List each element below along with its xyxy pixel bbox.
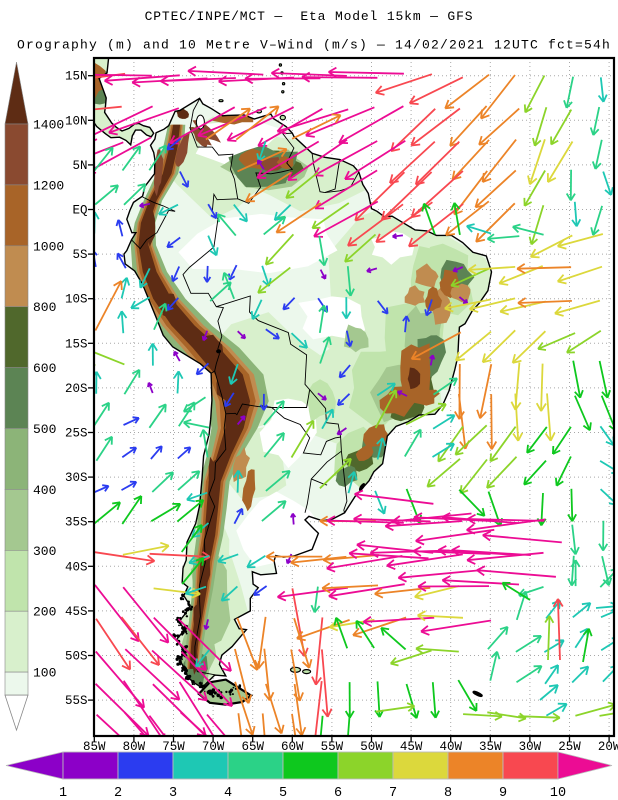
- svg-text:10: 10: [550, 786, 566, 800]
- svg-text:1400: 1400: [33, 118, 64, 133]
- svg-text:10S: 10S: [65, 293, 88, 307]
- svg-text:50S: 50S: [65, 650, 88, 664]
- svg-text:45S: 45S: [65, 605, 88, 619]
- svg-text:100: 100: [33, 666, 56, 681]
- svg-text:800: 800: [33, 300, 56, 315]
- svg-text:EQ: EQ: [72, 204, 87, 218]
- svg-text:3: 3: [169, 786, 177, 800]
- svg-text:20W: 20W: [598, 740, 618, 754]
- svg-text:70W: 70W: [202, 740, 225, 754]
- svg-text:1000: 1000: [33, 239, 64, 254]
- svg-text:30W: 30W: [519, 740, 542, 754]
- svg-text:55W: 55W: [321, 740, 344, 754]
- svg-text:Orography (m) and 10 Metre V–W: Orography (m) and 10 Metre V–Wind (m/s) …: [17, 38, 611, 53]
- svg-text:400: 400: [33, 483, 56, 498]
- svg-text:500: 500: [33, 422, 56, 437]
- svg-text:200: 200: [33, 605, 56, 620]
- svg-text:5: 5: [279, 786, 287, 800]
- svg-text:9: 9: [499, 786, 507, 800]
- svg-text:40W: 40W: [439, 740, 462, 754]
- svg-text:6: 6: [334, 786, 342, 800]
- svg-text:80W: 80W: [123, 740, 146, 754]
- svg-text:CPTEC/INPE/MCT — Eta Model 15: CPTEC/INPE/MCT — Eta Model 15km — GFS: [145, 9, 474, 24]
- svg-text:45W: 45W: [400, 740, 423, 754]
- svg-text:10N: 10N: [65, 114, 88, 128]
- svg-text:25S: 25S: [65, 427, 88, 441]
- svg-text:2: 2: [114, 786, 122, 800]
- svg-text:600: 600: [33, 361, 56, 376]
- svg-text:50W: 50W: [360, 740, 383, 754]
- svg-text:15S: 15S: [65, 337, 88, 351]
- svg-text:4: 4: [224, 786, 232, 800]
- svg-text:35W: 35W: [479, 740, 502, 754]
- svg-text:5S: 5S: [72, 248, 87, 262]
- svg-text:85W: 85W: [83, 740, 106, 754]
- svg-text:60W: 60W: [281, 740, 304, 754]
- svg-text:20S: 20S: [65, 382, 88, 396]
- svg-text:35S: 35S: [65, 516, 88, 530]
- svg-text:75W: 75W: [162, 740, 185, 754]
- svg-text:8: 8: [444, 786, 452, 800]
- svg-text:25W: 25W: [558, 740, 581, 754]
- svg-text:300: 300: [33, 544, 56, 559]
- svg-text:15N: 15N: [65, 70, 88, 84]
- svg-text:55S: 55S: [65, 694, 88, 708]
- svg-text:1200: 1200: [33, 178, 64, 193]
- svg-text:7: 7: [389, 786, 397, 800]
- svg-text:5N: 5N: [72, 159, 87, 173]
- svg-text:65W: 65W: [241, 740, 264, 754]
- svg-text:1: 1: [59, 786, 67, 800]
- svg-text:30S: 30S: [65, 471, 88, 485]
- svg-text:40S: 40S: [65, 560, 88, 574]
